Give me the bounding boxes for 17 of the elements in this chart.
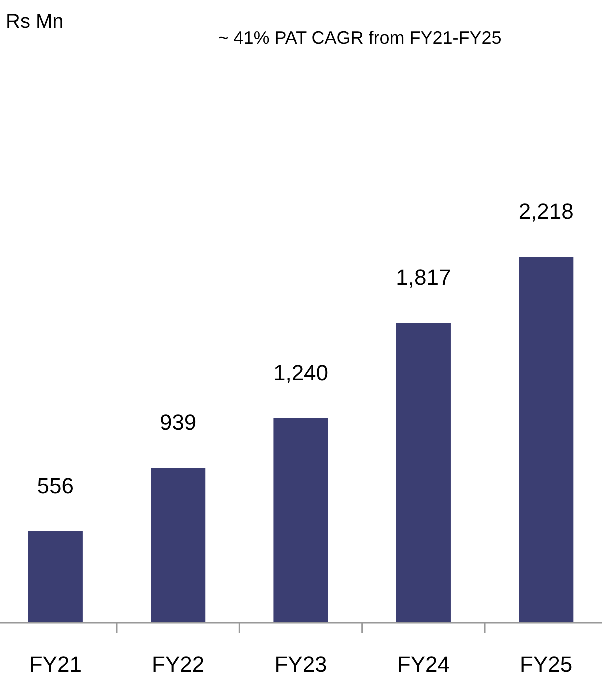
x-tick-label: FY23 — [274, 652, 328, 677]
data-label: 1,240 — [273, 360, 329, 386]
bar — [274, 418, 328, 623]
bar — [519, 257, 574, 623]
x-tick-label: FY21 — [29, 652, 82, 677]
bar — [151, 468, 206, 623]
x-tick-label: FY22 — [152, 652, 205, 677]
text: Rs Mn — [6, 11, 64, 33]
data-label: 939 — [160, 410, 197, 436]
data-label: 2,218 — [518, 199, 574, 224]
data-label: 556 — [37, 473, 74, 498]
bar — [396, 323, 451, 623]
chart-title: ~ 41% PAT CAGR from FY21-FY25 — [218, 28, 502, 48]
bar — [28, 531, 83, 623]
data-label: 1,817 — [396, 265, 452, 290]
x-tick-label: FY24 — [397, 652, 450, 677]
x-tick-label: FY25 — [520, 652, 573, 677]
